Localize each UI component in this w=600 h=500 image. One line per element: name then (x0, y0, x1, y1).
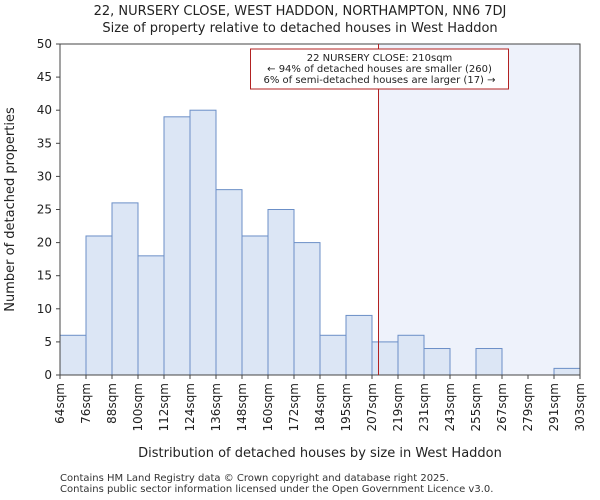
chart-title: 22, NURSERY CLOSE, WEST HADDON, NORTHAMP… (93, 4, 507, 19)
x-tick-label: 303sqm (573, 383, 587, 431)
y-tick-label: 10 (37, 302, 52, 316)
x-tick-label: 160sqm (261, 383, 275, 431)
bar (293, 242, 321, 376)
bar (85, 235, 113, 376)
x-tick-label: 100sqm (131, 383, 145, 431)
bar (423, 348, 451, 376)
x-tick-label: 267sqm (495, 383, 509, 431)
bar (189, 109, 217, 376)
y-tick-label: 50 (37, 37, 52, 51)
y-tick-label: 30 (37, 169, 52, 183)
x-tick-label: 88sqm (105, 383, 119, 424)
highlight-region (378, 44, 580, 375)
y-tick-label: 35 (37, 136, 52, 150)
x-tick-label: 148sqm (235, 383, 249, 431)
annotation-line: ← 94% of detached houses are smaller (26… (267, 64, 492, 75)
x-tick-label: 219sqm (391, 383, 405, 431)
bar (553, 367, 581, 376)
annotation-line: 22 NURSERY CLOSE: 210sqm (307, 53, 453, 64)
bar (397, 334, 425, 376)
footer-licence: Contains public sector information licen… (60, 484, 494, 495)
bar (137, 255, 165, 376)
x-tick-label: 291sqm (547, 383, 561, 431)
annotation-box (250, 48, 509, 90)
y-tick-label: 45 (37, 70, 52, 84)
x-tick-label: 184sqm (313, 383, 327, 431)
y-tick-label: 0 (44, 368, 52, 382)
x-tick-label: 243sqm (443, 383, 457, 431)
footer-copyright: Contains HM Land Registry data © Crown c… (60, 473, 449, 484)
x-axis-label: Distribution of detached houses by size … (138, 446, 502, 461)
x-tick-label: 172sqm (287, 383, 301, 431)
annotation-line: 6% of semi-detached houses are larger (1… (263, 75, 495, 86)
x-tick-label: 76sqm (79, 383, 93, 424)
y-tick-label: 25 (37, 203, 52, 217)
bar (371, 341, 399, 376)
bar (215, 189, 243, 376)
bar (59, 334, 87, 376)
x-tick-label: 195sqm (339, 383, 353, 431)
x-tick-label: 207sqm (365, 383, 379, 431)
bar (241, 235, 269, 376)
y-tick-label: 5 (44, 335, 52, 349)
y-tick-label: 15 (37, 269, 52, 283)
bar (163, 116, 191, 376)
chart-subtitle: Size of property relative to detached ho… (102, 21, 498, 36)
x-tick-label: 231sqm (417, 383, 431, 431)
y-tick-label: 20 (37, 236, 52, 250)
bar (475, 348, 503, 376)
bar (267, 209, 295, 376)
x-tick-label: 64sqm (53, 383, 67, 424)
x-tick-label: 279sqm (521, 383, 535, 431)
y-axis-label: Number of detached properties (3, 107, 18, 312)
x-tick-label: 255sqm (469, 383, 483, 431)
x-tick-label: 112sqm (157, 383, 171, 431)
bar (345, 314, 373, 376)
bar (319, 334, 347, 376)
bar (111, 202, 139, 376)
x-tick-label: 124sqm (183, 383, 197, 431)
x-tick-label: 136sqm (209, 383, 223, 431)
y-tick-label: 40 (37, 103, 52, 117)
